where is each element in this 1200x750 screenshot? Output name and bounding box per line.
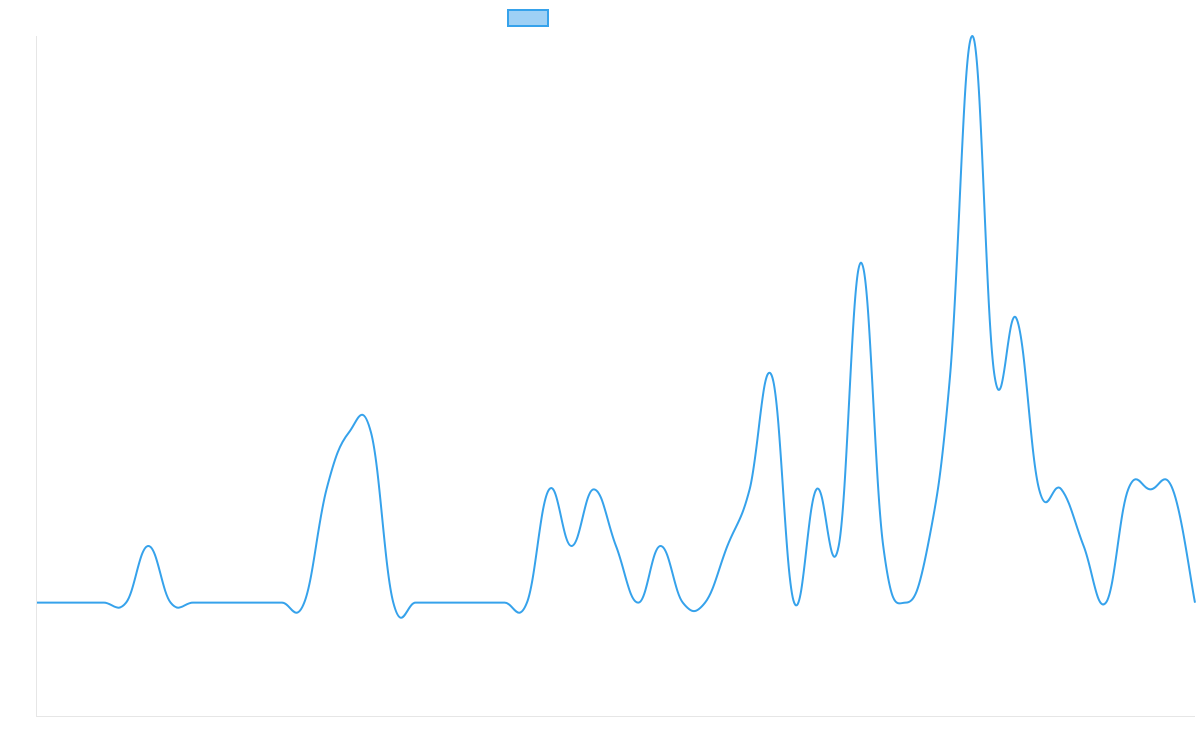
data-point[interactable] [658,543,664,549]
data-point[interactable] [1058,486,1064,492]
data-point[interactable] [79,600,85,606]
data-point[interactable] [1036,486,1042,492]
legend[interactable] [507,9,549,27]
data-point[interactable] [524,600,530,606]
data-point[interactable] [1014,316,1020,322]
data-point[interactable] [880,543,886,549]
data-point[interactable] [724,543,730,549]
data-point[interactable] [769,373,775,379]
data-point[interactable] [368,430,374,436]
data-point[interactable] [680,600,686,606]
data-point[interactable] [457,600,463,606]
data-point[interactable] [1192,600,1198,606]
data-point[interactable] [568,543,574,549]
data-point[interactable] [479,600,485,606]
legend-swatch[interactable] [507,9,549,27]
series-layer [34,33,1198,619]
series-line-0[interactable] [36,34,1196,619]
data-point[interactable] [546,486,552,492]
data-point[interactable] [279,600,285,606]
data-point[interactable] [613,543,619,549]
data-point[interactable] [992,373,998,379]
data-point[interactable] [1170,486,1176,492]
data-point[interactable] [324,486,330,492]
data-point[interactable] [346,430,352,436]
data-point[interactable] [591,486,597,492]
data-point[interactable] [969,33,975,39]
data-point[interactable] [925,543,931,549]
data-point[interactable] [257,600,263,606]
axes [36,36,1195,717]
data-point[interactable] [56,600,62,606]
data-point[interactable] [234,600,240,606]
data-point[interactable] [1125,486,1131,492]
data-point[interactable] [747,486,753,492]
data-point[interactable] [947,373,953,379]
data-point[interactable] [123,600,129,606]
data-point[interactable] [502,600,508,606]
data-point[interactable] [903,600,909,606]
data-point[interactable] [301,600,307,606]
data-point[interactable] [390,600,396,606]
data-point[interactable] [34,600,40,606]
data-point[interactable] [145,543,151,549]
data-point[interactable] [1147,486,1153,492]
data-point[interactable] [413,600,419,606]
data-point[interactable] [635,600,641,606]
data-point[interactable] [813,486,819,492]
data-point[interactable] [1103,600,1109,606]
data-point[interactable] [101,600,107,606]
data-point[interactable] [702,600,708,606]
data-point[interactable] [1081,543,1087,549]
data-point[interactable] [858,260,864,266]
data-point[interactable] [435,600,441,606]
data-point[interactable] [791,600,797,606]
data-point[interactable] [212,600,218,606]
data-point[interactable] [836,543,842,549]
data-point[interactable] [190,600,196,606]
data-point[interactable] [168,600,174,606]
